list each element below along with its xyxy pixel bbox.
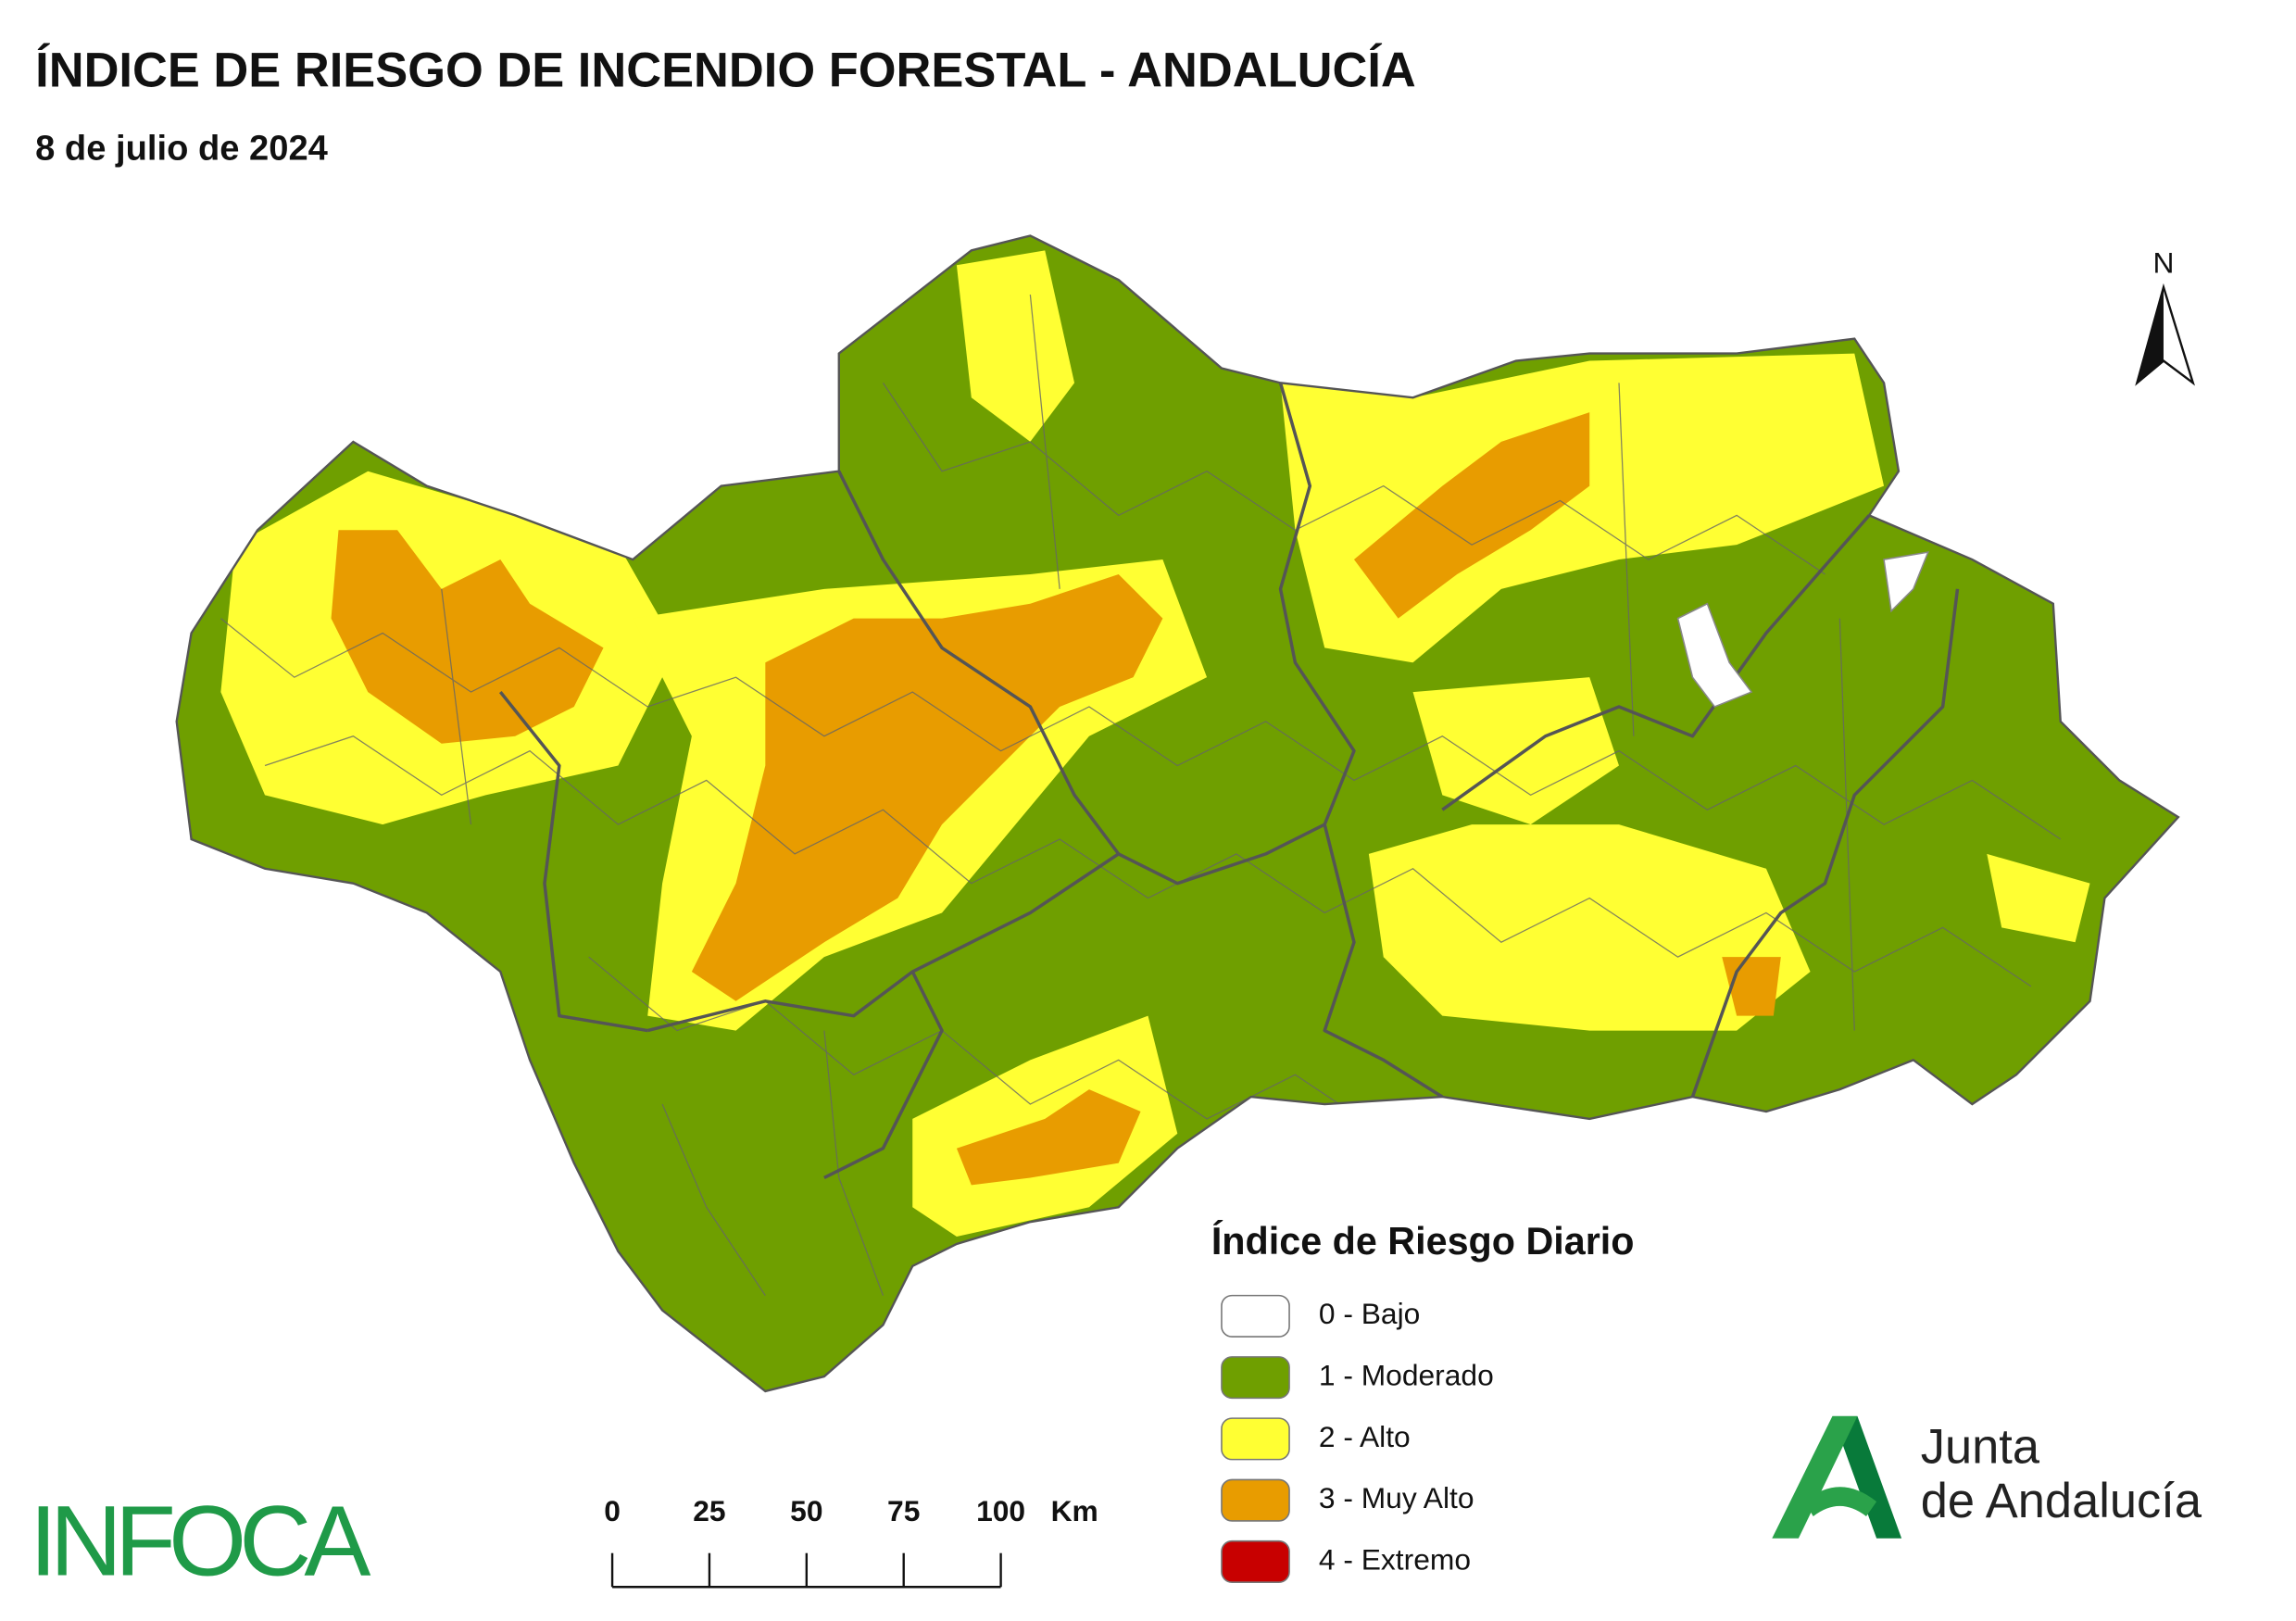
very-high-zones [331, 412, 1781, 1186]
scale-label: 0 [604, 1494, 621, 1527]
legend-label: 4 - Extremo [1319, 1542, 1471, 1576]
legend-swatch [1221, 1356, 1290, 1400]
north-label: N [2153, 246, 2175, 280]
legend-swatch [1221, 1539, 1290, 1583]
moderate-zone [176, 235, 2178, 1391]
logo-stroke-left [1772, 1415, 1858, 1539]
low-zones [1676, 551, 1929, 708]
region-map [175, 234, 2180, 1393]
legend-swatch [1221, 1478, 1290, 1522]
scale-label: 75 [887, 1494, 920, 1527]
north-arrow: N [2135, 246, 2195, 386]
legend-swatch [1221, 1417, 1290, 1461]
scale-label: 50 [790, 1494, 822, 1527]
logo-stroke-right [1832, 1415, 1902, 1539]
legend-label: 3 - Muy Alto [1319, 1481, 1474, 1514]
scale-unit: Km [1051, 1494, 1098, 1527]
junta-text: Junta [1921, 1420, 2040, 1474]
infoca-logo: INFOCA [30, 1484, 371, 1596]
legend-title: Índice de Riesgo Diario [1211, 1220, 1635, 1263]
legend-label: 1 - Moderado [1319, 1359, 1494, 1392]
legend-label: 0 - Bajo [1319, 1297, 1420, 1330]
logo-bar [1804, 1487, 1877, 1516]
legend-label: 2 - Alto [1319, 1420, 1411, 1453]
subtitle: 8 de julio de 2024 [35, 128, 328, 168]
scale-bar: 0 25 50 75 100 Km [604, 1494, 1098, 1589]
andalucia-text: de Andalucía [1921, 1475, 2202, 1528]
junta-logo: Junta de Andalucía [1772, 1415, 2202, 1539]
province-borders [498, 382, 1960, 1180]
legend: 0 - Bajo 1 - Moderado 2 - Alto 3 - Muy Alto… [1221, 1294, 1494, 1583]
scale-label: 100 [976, 1494, 1025, 1527]
legend-swatch [1221, 1294, 1290, 1338]
title: ÍNDICE DE RIESGO DE INCENDIO FORESTAL - … [35, 44, 1416, 98]
scale-label: 25 [693, 1494, 725, 1527]
